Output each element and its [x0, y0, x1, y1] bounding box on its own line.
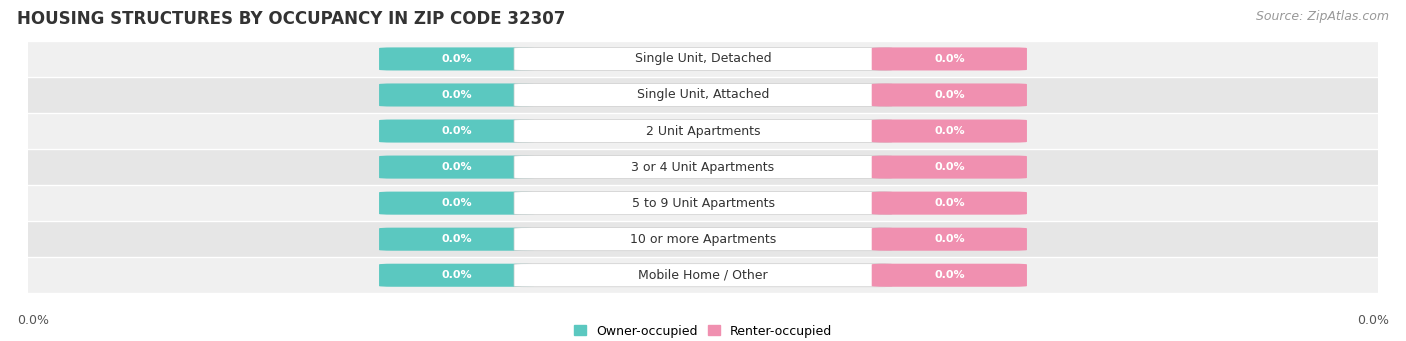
FancyBboxPatch shape: [28, 221, 1378, 257]
FancyBboxPatch shape: [380, 155, 534, 179]
Text: 0.0%: 0.0%: [934, 126, 965, 136]
FancyBboxPatch shape: [380, 47, 534, 71]
Text: 0.0%: 0.0%: [934, 270, 965, 280]
Text: 0.0%: 0.0%: [1357, 314, 1389, 327]
Text: HOUSING STRUCTURES BY OCCUPANCY IN ZIP CODE 32307: HOUSING STRUCTURES BY OCCUPANCY IN ZIP C…: [17, 10, 565, 28]
Text: 0.0%: 0.0%: [934, 54, 965, 64]
Text: 10 or more Apartments: 10 or more Apartments: [630, 233, 776, 246]
FancyBboxPatch shape: [380, 84, 534, 106]
FancyBboxPatch shape: [515, 264, 891, 287]
Legend: Owner-occupied, Renter-occupied: Owner-occupied, Renter-occupied: [568, 320, 838, 341]
FancyBboxPatch shape: [515, 155, 891, 179]
FancyBboxPatch shape: [28, 257, 1378, 293]
Text: 0.0%: 0.0%: [934, 234, 965, 244]
FancyBboxPatch shape: [872, 119, 1026, 143]
FancyBboxPatch shape: [515, 228, 891, 251]
FancyBboxPatch shape: [515, 84, 891, 106]
Text: 0.0%: 0.0%: [441, 270, 472, 280]
Text: 0.0%: 0.0%: [934, 162, 965, 172]
FancyBboxPatch shape: [872, 228, 1026, 251]
Text: 0.0%: 0.0%: [441, 198, 472, 208]
FancyBboxPatch shape: [872, 84, 1026, 106]
FancyBboxPatch shape: [515, 47, 891, 71]
Text: 0.0%: 0.0%: [441, 162, 472, 172]
FancyBboxPatch shape: [28, 149, 1378, 185]
FancyBboxPatch shape: [380, 119, 534, 143]
FancyBboxPatch shape: [515, 119, 891, 143]
Text: Source: ZipAtlas.com: Source: ZipAtlas.com: [1256, 10, 1389, 23]
FancyBboxPatch shape: [872, 47, 1026, 71]
FancyBboxPatch shape: [380, 228, 534, 251]
Text: Single Unit, Detached: Single Unit, Detached: [634, 53, 772, 65]
Text: 5 to 9 Unit Apartments: 5 to 9 Unit Apartments: [631, 197, 775, 210]
FancyBboxPatch shape: [28, 41, 1378, 77]
FancyBboxPatch shape: [515, 192, 891, 215]
FancyBboxPatch shape: [872, 155, 1026, 179]
Text: 0.0%: 0.0%: [441, 126, 472, 136]
Text: Mobile Home / Other: Mobile Home / Other: [638, 269, 768, 282]
FancyBboxPatch shape: [872, 264, 1026, 287]
FancyBboxPatch shape: [872, 192, 1026, 215]
Text: 0.0%: 0.0%: [441, 90, 472, 100]
FancyBboxPatch shape: [380, 264, 534, 287]
FancyBboxPatch shape: [28, 77, 1378, 113]
Text: 0.0%: 0.0%: [17, 314, 49, 327]
Text: 0.0%: 0.0%: [934, 90, 965, 100]
Text: 0.0%: 0.0%: [441, 234, 472, 244]
FancyBboxPatch shape: [380, 192, 534, 215]
FancyBboxPatch shape: [28, 113, 1378, 149]
Text: 0.0%: 0.0%: [934, 198, 965, 208]
Text: 3 or 4 Unit Apartments: 3 or 4 Unit Apartments: [631, 161, 775, 174]
Text: 2 Unit Apartments: 2 Unit Apartments: [645, 124, 761, 137]
Text: 0.0%: 0.0%: [441, 54, 472, 64]
Text: Single Unit, Attached: Single Unit, Attached: [637, 89, 769, 102]
FancyBboxPatch shape: [28, 185, 1378, 221]
